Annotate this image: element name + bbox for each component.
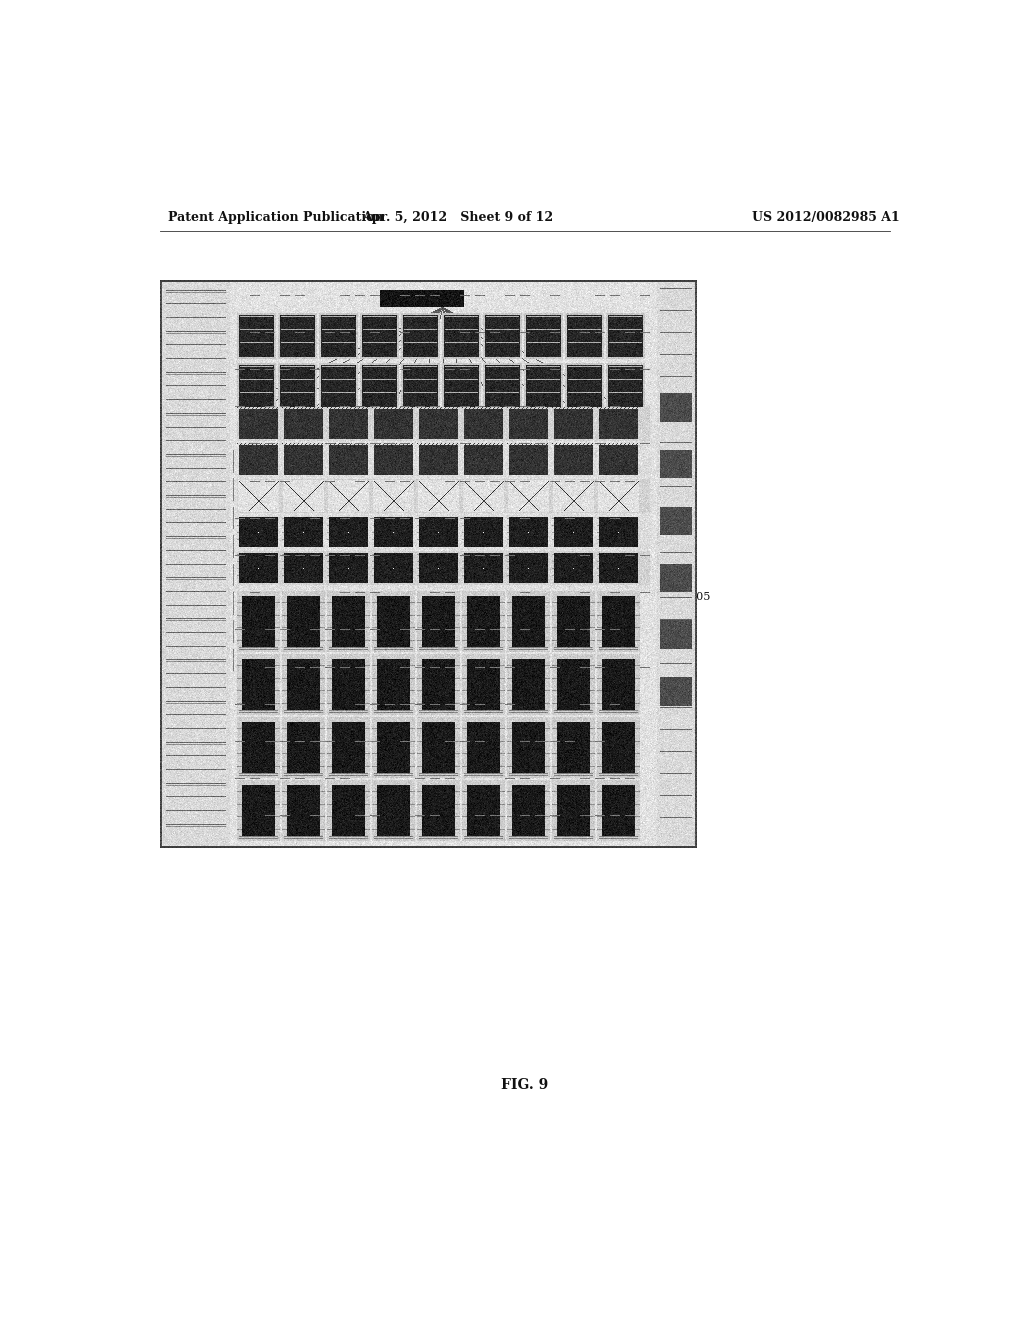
- Text: FIG. 9: FIG. 9: [501, 1078, 549, 1093]
- Text: 905: 905: [689, 593, 711, 602]
- Text: Patent Application Publication: Patent Application Publication: [168, 211, 383, 224]
- Text: Apr. 5, 2012   Sheet 9 of 12: Apr. 5, 2012 Sheet 9 of 12: [361, 211, 553, 224]
- Text: US 2012/0082985 A1: US 2012/0082985 A1: [753, 211, 900, 224]
- Text: *: *: [380, 359, 384, 368]
